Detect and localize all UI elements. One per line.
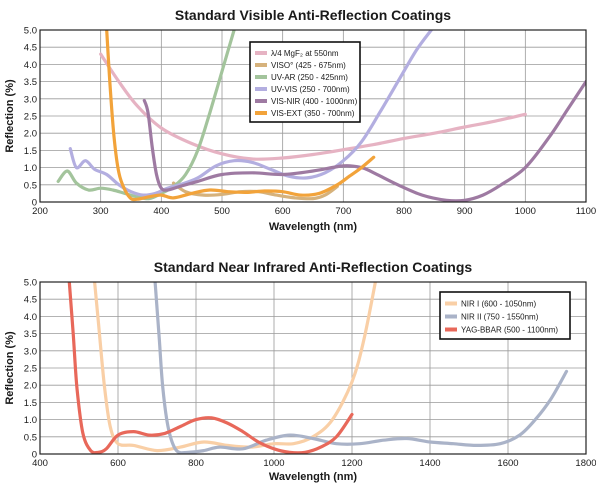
y-tick-label: 0 bbox=[32, 198, 37, 209]
legend-label: VISO° (425 - 675nm) bbox=[271, 61, 346, 70]
legend: λ/4 MgF₂ at 550nm VISO° (425 - 675nm) UV-A… bbox=[249, 41, 361, 123]
y-tick-label: 1.0 bbox=[24, 163, 37, 174]
x-tick-label: 400 bbox=[153, 206, 169, 217]
legend-box bbox=[439, 291, 571, 340]
y-tick-label: 1.5 bbox=[24, 146, 37, 157]
legend-label: λ/4 MgF₂ at 550nm bbox=[271, 49, 339, 58]
chart-visible-ar: Standard Visible Anti-Reflection Coating… bbox=[4, 7, 596, 233]
series-line-4 bbox=[142, 80, 586, 202]
y-tick-label: 3.5 bbox=[24, 329, 37, 340]
x-tick-label: 800 bbox=[188, 458, 204, 469]
x-tick-label: 400 bbox=[32, 458, 48, 469]
y-tick-label: 4.0 bbox=[24, 60, 37, 71]
y-tick-label: 4.0 bbox=[24, 312, 37, 323]
y-tick-label: 0.5 bbox=[24, 432, 37, 443]
legend-label: NIR I (600 - 1050nm) bbox=[461, 300, 536, 309]
x-tick-label: 900 bbox=[457, 206, 473, 217]
series-lines bbox=[56, 30, 586, 202]
y-tick-label: 3.0 bbox=[24, 346, 37, 357]
y-tick-label: 2.5 bbox=[24, 112, 37, 123]
series-line-0 bbox=[93, 282, 377, 453]
x-tick-label: 600 bbox=[275, 206, 291, 217]
x-tick-label: 500 bbox=[214, 206, 230, 217]
x-axis-label: Wavelength (nm) bbox=[269, 471, 358, 483]
legend-label: UV-VIS (250 - 700nm) bbox=[271, 85, 350, 94]
y-tick-label: 0.5 bbox=[24, 180, 37, 191]
y-tick-label: 2.0 bbox=[24, 381, 37, 392]
x-tick-label: 700 bbox=[335, 206, 351, 217]
series-line-1 bbox=[153, 282, 569, 454]
y-axis-label: Reflection (%) bbox=[4, 79, 16, 153]
chart-nir-ar: Standard Near Infrared Anti-Reflection C… bbox=[4, 259, 596, 483]
tick-labels: 0 0.5 1.0 1.5 2.0 2.5 3.0 3.5 4.0 4.5 5.0 400 600 800… bbox=[24, 278, 596, 470]
y-tick-label: 3.5 bbox=[24, 77, 37, 88]
y-tick-label: 4.5 bbox=[24, 295, 37, 306]
x-tick-label: 1600 bbox=[497, 458, 518, 469]
legend-label: VIS-NIR (400 - 1000nm) bbox=[271, 97, 358, 106]
y-tick-label: 1.5 bbox=[24, 398, 37, 409]
legend-label: NIR II (750 - 1550nm) bbox=[461, 313, 539, 322]
plot-frame bbox=[39, 281, 587, 455]
y-tick-label: 1.0 bbox=[24, 415, 37, 426]
x-tick-label: 200 bbox=[32, 206, 48, 217]
tick-labels: 0 0.5 1.0 1.5 2.0 2.5 3.0 3.5 4.0 4.5 5.0 200 300 400… bbox=[24, 26, 596, 218]
x-tick-label: 1200 bbox=[341, 458, 362, 469]
y-axis-label: Reflection (%) bbox=[4, 331, 16, 405]
y-tick-label: 3.0 bbox=[24, 94, 37, 105]
plot-frame bbox=[39, 29, 587, 203]
y-tick-label: 5.0 bbox=[24, 26, 37, 37]
y-tick-label: 2.5 bbox=[24, 364, 37, 375]
x-tick-label: 1000 bbox=[515, 206, 536, 217]
x-tick-label: 800 bbox=[396, 206, 412, 217]
chart-title: Standard Visible Anti-Reflection Coating… bbox=[175, 7, 451, 23]
series-lines bbox=[67, 282, 569, 454]
series-line-2 bbox=[67, 282, 354, 454]
legend-label: YAG-BBAR (500 - 1100nm) bbox=[461, 326, 558, 335]
x-axis-label: Wavelength (nm) bbox=[269, 221, 358, 233]
x-tick-label: 1800 bbox=[575, 458, 596, 469]
legend-box bbox=[249, 41, 361, 123]
y-tick-label: 4.5 bbox=[24, 43, 37, 54]
y-tick-label: 0 bbox=[32, 450, 37, 461]
x-tick-label: 1400 bbox=[419, 458, 440, 469]
x-tick-label: 1000 bbox=[263, 458, 284, 469]
x-tick-label: 300 bbox=[93, 206, 109, 217]
x-tick-label: 1100 bbox=[576, 206, 596, 217]
series-line-5 bbox=[105, 30, 376, 202]
x-tick-label: 600 bbox=[110, 458, 126, 469]
y-tick-label: 5.0 bbox=[24, 278, 37, 289]
chart-title: Standard Near Infrared Anti-Reflection C… bbox=[154, 259, 473, 275]
y-tick-label: 2.0 bbox=[24, 129, 37, 140]
legend: NIR I (600 - 1050nm) NIR II (750 - 1550nm… bbox=[439, 291, 571, 340]
series-line-3 bbox=[68, 30, 433, 197]
legend-label: VIS-EXT (350 - 700nm) bbox=[271, 109, 355, 118]
legend-label: UV-AR (250 - 425nm) bbox=[271, 73, 348, 82]
